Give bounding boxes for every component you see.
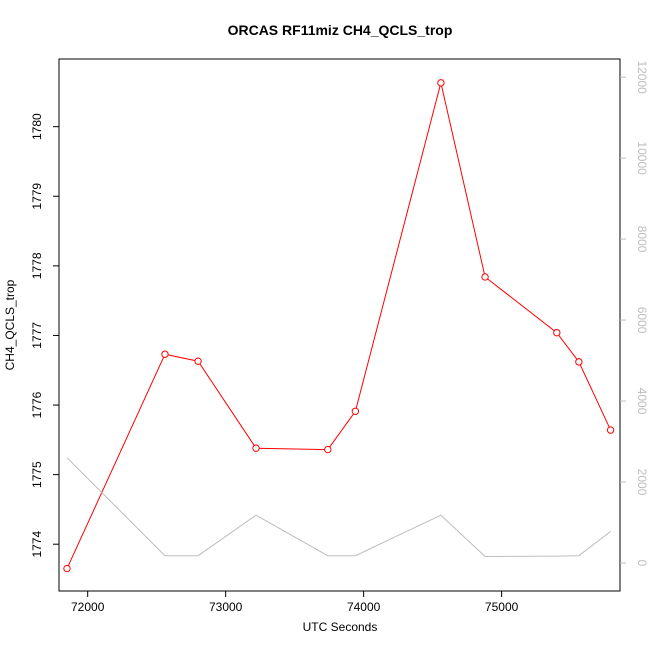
ch4-data-point <box>481 273 489 281</box>
ch4-data-point <box>63 564 71 573</box>
y2-tick-label: 4000 <box>635 388 649 415</box>
y-tick-label: 1779 <box>30 183 44 210</box>
x-axis: 72000 73000 74000 75000 <box>71 591 519 614</box>
x-tick-label: 74000 <box>347 600 381 614</box>
y-tick-label: 1777 <box>30 322 44 349</box>
ch4-data-point <box>437 79 445 87</box>
y2-tick-label: 0 <box>635 560 649 567</box>
ch4-data-point <box>252 444 260 452</box>
y2-tick-label: 8000 <box>635 226 649 253</box>
ch4-data-point <box>161 350 169 358</box>
right-y-axis: 0 2000 4000 6000 8000 10000 12000 <box>620 60 649 567</box>
right-axis-series-line <box>66 457 611 558</box>
x-tick-label: 75000 <box>485 600 519 614</box>
y-axis: 1774 1775 1776 1777 1778 1779 1780 <box>30 113 59 558</box>
y-tick-label: 1774 <box>30 531 44 558</box>
y-tick-label: 1776 <box>30 391 44 418</box>
chart-title: ORCAS RF11miz CH4_QCLS_trop <box>228 22 453 38</box>
x-tick-label: 73000 <box>209 600 243 614</box>
plot-frame <box>58 58 621 592</box>
y2-tick-label: 2000 <box>635 469 649 496</box>
ch4-data-point <box>575 358 583 366</box>
y2-tick-label: 12000 <box>635 60 649 94</box>
ch4-data-point <box>194 357 202 365</box>
ch4-data-point <box>606 426 615 434</box>
ch4-data-point <box>351 407 360 415</box>
y-tick-label: 1780 <box>30 113 44 140</box>
y2-tick-label: 10000 <box>635 141 649 175</box>
y2-tick-label: 6000 <box>635 307 649 334</box>
y-tick-label: 1778 <box>30 252 44 279</box>
series-layer <box>63 79 615 573</box>
y-tick-label: 1775 <box>30 461 44 488</box>
x-tick-label: 72000 <box>71 600 105 614</box>
ch4-data-point <box>324 445 332 454</box>
x-axis-label: UTC Seconds <box>303 620 378 634</box>
ch4-data-point <box>553 328 561 337</box>
ch4-series-line <box>66 82 612 569</box>
y-axis-label: CH4_QCLS_trop <box>3 279 17 370</box>
